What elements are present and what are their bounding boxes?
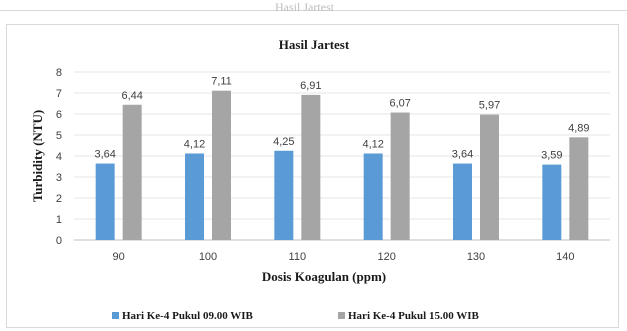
data-label: 5,97 [479,100,500,112]
legend-swatch [112,312,119,319]
y-tick-label: 2 [56,193,62,205]
y-tick-label: 3 [56,172,62,184]
x-tick-label: 120 [377,251,395,263]
data-label: 4,25 [273,136,294,148]
bar-series-2 [569,137,589,240]
cropped-heading: Hasil Jartest [275,0,334,14]
legend-label: Hari Ke-4 Pukul 15.00 WIB [348,310,480,322]
legend-label: Hari Ke-4 Pukul 09.00 WIB [122,310,254,322]
chart-title: Hasil Jartest [279,37,350,52]
bar-series-2 [122,104,142,240]
x-tick-label: 110 [289,251,307,263]
bar-series-2 [301,94,321,240]
data-label: 4,89 [568,122,589,134]
data-label: 4,12 [184,138,205,150]
data-label: 3,64 [452,149,473,161]
bar-series-2 [480,114,499,240]
bar-series-1 [95,163,115,240]
data-label: 3,59 [541,150,562,162]
x-tick-label: 130 [467,251,485,263]
y-tick-label: 8 [56,67,62,79]
y-tick-label: 4 [56,151,62,163]
y-axis-label: Turbidity (NTU) [30,110,45,202]
y-tick-label: 6 [56,109,62,121]
x-axis-label: Dosis Koagulan (ppm) [262,269,386,284]
y-tick-label: 1 [56,214,62,226]
y-tick-label: 0 [56,235,62,247]
data-label: 6,44 [121,90,142,102]
legend-swatch [338,312,345,319]
data-label: 3,64 [94,149,115,161]
gridlines [74,71,610,241]
data-label: 6,91 [300,80,321,92]
x-axis-ticks: 90 100 110 120 130 140 [113,251,575,263]
y-axis-ticks: 0 1 2 3 4 5 6 7 8 [56,67,62,247]
bar-series-1 [542,164,562,240]
legend: Hari Ke-4 Pukul 09.00 WIB Hari Ke-4 Pukul… [112,310,480,322]
y-tick-label: 5 [56,130,62,142]
bar-series-1 [453,163,472,240]
bar-series-2 [212,90,231,240]
data-labels: 3,64 6,44 4,12 7,11 4,25 6,91 4,12 6,07 3,64 5,97… [94,76,589,162]
y-tick-label: 7 [56,88,62,100]
page-divider [0,10,627,11]
x-tick-label: 100 [199,251,217,263]
x-tick-label: 140 [556,251,574,263]
bars [95,90,589,240]
page-top-fragment: Hasil Jartest [0,0,627,20]
bar-series-2 [390,112,410,240]
data-label: 4,12 [362,138,383,150]
bar-series-1 [363,153,383,240]
x-tick-label: 90 [113,251,125,263]
data-label: 7,11 [211,76,232,88]
bar-series-1 [185,153,204,240]
data-label: 6,07 [389,98,410,110]
bar-series-1 [274,150,294,240]
